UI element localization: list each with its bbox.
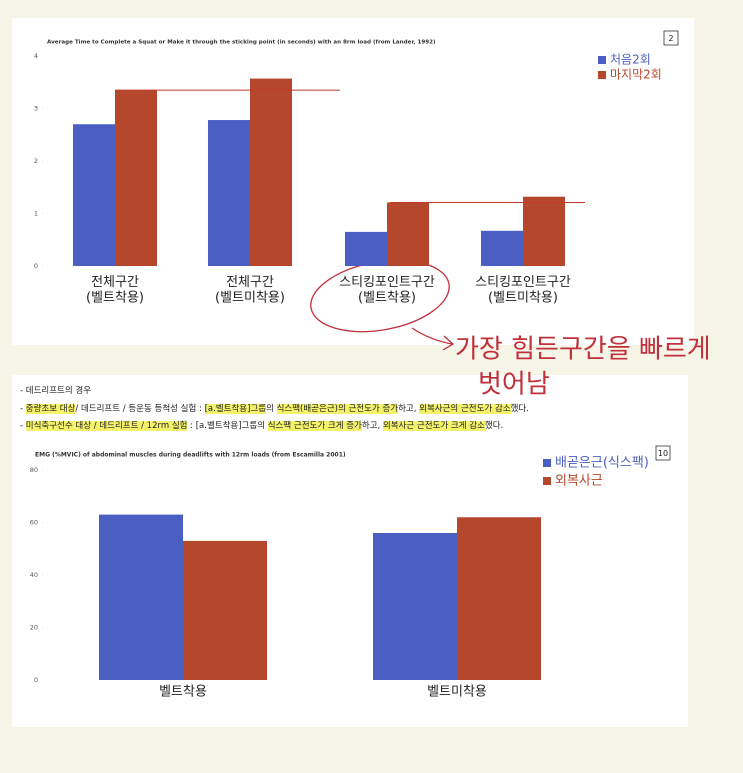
handwriting: 가장 힘든구간을 빠르게 — [455, 335, 711, 365]
page-number: 2 — [668, 34, 673, 43]
bar — [481, 230, 523, 266]
note-text: 외복사근 근전도가 크게 감소 — [382, 421, 485, 431]
bar — [387, 202, 429, 266]
bar — [250, 78, 292, 266]
x-tick-label: 전체구간 (벨트미착용) — [215, 275, 285, 306]
x-tick-label: 벨트착용 — [159, 685, 207, 700]
legend-label: 외복사근 — [555, 474, 603, 489]
note-text: 하고, — [361, 421, 383, 431]
y-tick-label: 20 — [30, 624, 38, 632]
page-number: 10 — [658, 449, 668, 458]
bar — [345, 231, 387, 266]
bar — [523, 196, 565, 266]
x-tick-label: 벨트미착용 — [427, 685, 487, 700]
note-text: 하고, — [398, 403, 420, 414]
note-text: 식스팩(배곧은근)의 근전도가 증가 — [276, 403, 399, 414]
note-text: [a.벨트착용]그룹 — [204, 403, 267, 414]
note-text: 했다. — [510, 403, 529, 414]
y-tick-label: 1 — [34, 210, 38, 218]
y-tick-label: 0 — [34, 676, 38, 684]
bar — [115, 90, 157, 266]
note-text: 했다. — [484, 421, 504, 431]
note-text: 의 — [266, 403, 277, 414]
bar — [373, 533, 457, 680]
y-tick-label: 2 — [34, 157, 38, 165]
legend-swatch — [598, 56, 606, 64]
y-tick-label: 80 — [30, 466, 38, 474]
note-line: - 데드리프트의 경우 — [20, 384, 91, 396]
x-tick-label: 스티킹포인트구간 (벨트착용) — [339, 275, 435, 306]
note-text: 중량초보 대상 — [25, 403, 76, 414]
y-tick-label: 4 — [34, 52, 38, 60]
bar — [99, 514, 183, 680]
bar — [183, 540, 267, 680]
y-tick-label: 0 — [34, 262, 38, 270]
x-tick-label: 전체구간 (벨트착용) — [86, 275, 144, 306]
legend-label: 처음2회 — [610, 53, 651, 67]
note-text: : [a.벨트착용]그룹의 — [187, 421, 268, 431]
note-text: 외복사근의 근전도가 감소 — [419, 403, 511, 414]
handwriting: 벗어남 — [478, 370, 550, 400]
note-text: 미식축구선수 대상 / 데드리프트 / 12rm 실험 — [25, 421, 188, 431]
note-text: 식스팩 근전도가 크게 증가 — [267, 421, 362, 431]
legend-swatch — [543, 459, 551, 467]
bar — [208, 120, 250, 266]
note-line: - 중량초보 대상/ 데드리프트 / 등운동 등척성 실험 : [a.벨트착용]… — [20, 402, 529, 414]
bar — [457, 517, 541, 680]
note-line: - 미식축구선수 대상 / 데드리프트 / 12rm 실험 : [a.벨트착용]… — [20, 419, 503, 431]
hand-arrow — [411, 327, 455, 351]
note-text: / 데드리프트 / 등운동 등척성 실험 : — [75, 403, 205, 414]
page-number-box — [663, 30, 679, 46]
page-number-box — [655, 445, 671, 461]
legend-label: 마지막2회 — [610, 68, 662, 82]
note-text: - — [20, 421, 26, 431]
bar — [73, 124, 115, 266]
note-text: - 데드리프트의 경우 — [20, 386, 92, 396]
y-tick-label: 3 — [34, 105, 38, 113]
y-tick-label: 40 — [30, 571, 38, 579]
legend-swatch — [598, 71, 606, 79]
legend-swatch — [543, 477, 551, 485]
note-text: - — [20, 403, 26, 414]
legend-label: 배곧은근(식스팩) — [555, 456, 649, 471]
y-tick-label: 60 — [30, 519, 38, 527]
chart-title: Average Time to Complete a Squat or Make… — [47, 40, 436, 46]
x-tick-label: 스티킹포인트구간 (벨트미착용) — [475, 275, 571, 306]
chart-title: EMG (%MVIC) of abdominal muscles during … — [35, 452, 346, 459]
